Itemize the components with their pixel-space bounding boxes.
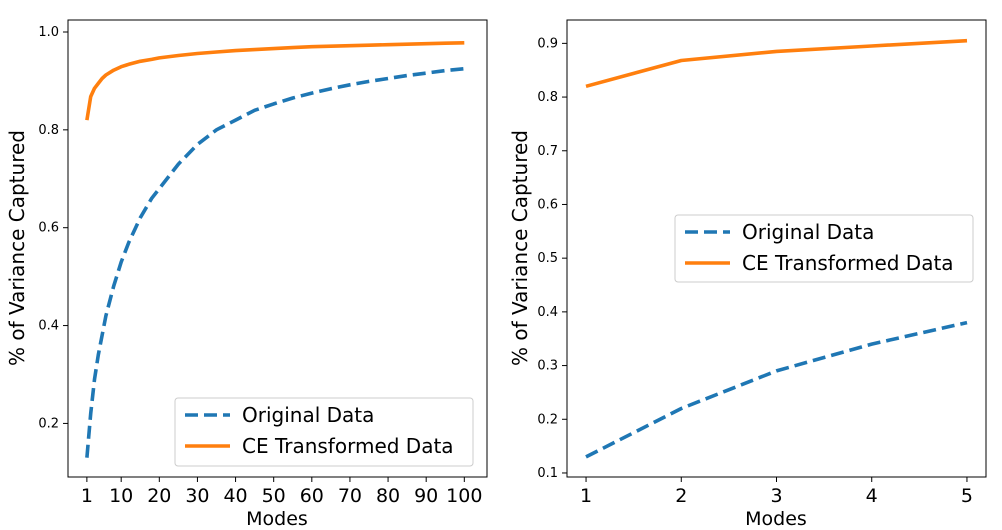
left-y-tick-label: 0.2 — [38, 416, 59, 431]
left-x-tick-label: 100 — [446, 485, 482, 507]
right-y-tick-label: 0.5 — [537, 251, 558, 266]
right-y-tick-label: 0.2 — [537, 412, 558, 427]
left-y-tick-label: 0.4 — [38, 319, 59, 334]
right-y-tick-label: 0.8 — [537, 90, 558, 105]
right-legend-box — [674, 214, 974, 283]
left-y-tick-label: 0.8 — [38, 123, 59, 138]
left-x-tick-label: 40 — [223, 485, 247, 507]
right-y-tick-label: 0.1 — [537, 466, 558, 481]
left-x-tick-label: 20 — [147, 485, 171, 507]
left-x-tick-label: 90 — [414, 485, 438, 507]
right-legend-original-label: Original Data — [742, 220, 874, 244]
right-x-tick-label: 3 — [770, 485, 782, 507]
right-y-tick-label: 0.3 — [537, 359, 558, 374]
left-x-tick-label: 70 — [338, 485, 362, 507]
right-x-tick-label: 4 — [866, 485, 878, 507]
right-y-axis-label: % of Variance Captured — [508, 130, 532, 366]
left-x-axis-label: Modes — [246, 508, 308, 530]
left-y-tick-label: 0.6 — [38, 221, 59, 236]
left-x-tick-label: 10 — [109, 485, 133, 507]
right-y-tick-label: 0.6 — [537, 197, 558, 212]
right-y-tick-label: 0.4 — [537, 305, 558, 320]
left-legend: Original Data CE Transformed Data — [174, 397, 474, 467]
left-x-tick-label: 50 — [262, 485, 286, 507]
right-y-tick-label: 0.7 — [537, 144, 558, 159]
right-series-original-line — [585, 320, 968, 459]
right-chart-panel: 1 2 3 4 5 0.1 0.2 0.3 0.4 0.5 0.6 0.7 0.8 0.9 Modes %… — [508, 19, 987, 530]
right-x-tick-label: 5 — [961, 485, 973, 507]
left-y-tick-label: 1.0 — [38, 25, 59, 40]
left-legend-original-label: Original Data — [242, 403, 374, 427]
left-series-transformed-line — [85, 41, 465, 121]
left-legend-box — [174, 397, 474, 467]
right-plot-area — [585, 38, 968, 459]
left-x-tick-label: 80 — [376, 485, 400, 507]
left-axes-frame — [67, 19, 488, 478]
left-x-tick-label: 1 — [81, 485, 93, 507]
left-chart-panel: 1 10 20 30 40 50 60 70 80 90 100 0.2 0.4 0.6 0.8 1.0 Mo… — [5, 19, 488, 530]
left-ticks: 1 10 20 30 40 50 60 70 80 90 100 0.2 0.4 0.6 0.8 1.0 — [38, 25, 482, 507]
left-series-original-line — [85, 66, 465, 458]
right-series-transformed-line — [585, 38, 968, 89]
left-y-axis-label: % of Variance Captured — [5, 130, 29, 366]
right-legend: Original Data CE Transformed Data — [674, 214, 974, 283]
left-plot-area — [85, 41, 465, 458]
right-x-axis-label: Modes — [745, 508, 807, 530]
right-x-tick-label: 1 — [580, 485, 592, 507]
left-legend-transformed-label: CE Transformed Data — [242, 434, 454, 458]
right-ticks: 1 2 3 4 5 0.1 0.2 0.3 0.4 0.5 0.6 0.7 0.8 0.9 — [537, 36, 973, 507]
left-x-tick-label: 60 — [300, 485, 324, 507]
right-legend-transformed-label: CE Transformed Data — [742, 251, 954, 275]
right-x-tick-label: 2 — [675, 485, 687, 507]
right-y-tick-label: 0.9 — [537, 36, 558, 51]
left-x-tick-label: 30 — [185, 485, 209, 507]
